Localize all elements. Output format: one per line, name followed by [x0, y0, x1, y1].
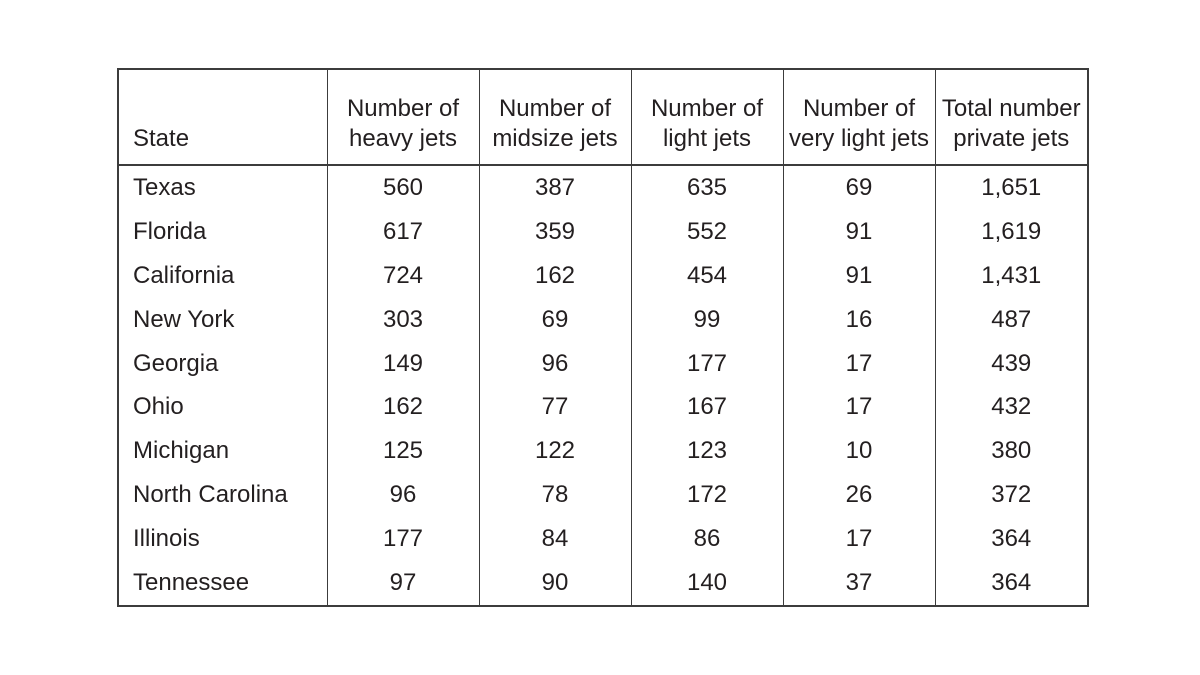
table-row: Ohio 162 77 167 17 432 [118, 385, 1088, 430]
header-row: State Number of heavy jets Number of midsize… [118, 69, 1088, 166]
table-row: Florida 617 359 552 91 1,619 [118, 210, 1088, 255]
total-cell: 439 [934, 341, 1088, 386]
table-body: Texas 560 387 635 69 1,651 Florida 617 359 552 91 1… [118, 165, 1088, 606]
state-cell: California [133, 262, 235, 290]
midsize-cell: 77 [478, 385, 631, 430]
table-row: Illinois 177 84 86 17 364 [118, 516, 1088, 561]
private-jets-table-figure: State Number of heavy jets Number of midsize… [117, 68, 1089, 607]
table-header: State Number of heavy jets Number of midsize… [118, 69, 1088, 166]
light-cell: 177 [630, 341, 783, 386]
light-cell: 172 [630, 473, 783, 517]
midsize-cell: 69 [478, 297, 631, 342]
table-row: North Carolina 96 78 172 26 372 [118, 473, 1088, 517]
total-cell: 1,431 [934, 254, 1088, 298]
light-cell: 635 [630, 165, 783, 211]
state-cell: New York [133, 305, 235, 333]
midsize-cell: 359 [478, 210, 631, 255]
heavy-cell: 724 [326, 254, 479, 298]
state-cell: Texas [133, 174, 196, 202]
state-cell: Florida [133, 218, 207, 246]
midsize-cell: 387 [478, 165, 631, 211]
heavy-cell: 96 [326, 473, 479, 517]
very_light-cell: 16 [782, 297, 935, 342]
total-cell: 1,619 [934, 210, 1088, 255]
column-header-total: Total number private jets [934, 69, 1088, 166]
heavy-cell: 303 [326, 297, 479, 342]
heavy-cell: 162 [326, 385, 479, 430]
very_light-cell: 91 [782, 254, 935, 298]
total-cell: 432 [934, 385, 1088, 430]
very_light-cell: 91 [782, 210, 935, 255]
total-cell: 372 [934, 473, 1088, 517]
column-header-heavy: Number of heavy jets [326, 69, 479, 166]
very_light-cell: 17 [782, 385, 935, 430]
total-cell: 364 [934, 516, 1088, 561]
midsize-cell: 84 [478, 516, 631, 561]
private-jets-table: State Number of heavy jets Number of midsize… [117, 68, 1089, 607]
very_light-cell: 17 [782, 516, 935, 561]
column-header-light: Number of light jets [630, 69, 783, 166]
column-header-midsize: Number of midsize jets [478, 69, 631, 166]
heavy-cell: 149 [326, 341, 479, 386]
column-header-state: State [118, 69, 327, 166]
state-cell: Ohio [133, 393, 184, 421]
light-cell: 86 [630, 516, 783, 561]
midsize-cell: 122 [478, 429, 631, 474]
table-row: New York 303 69 99 16 487 [118, 297, 1088, 342]
state-cell: Illinois [133, 524, 200, 552]
table-row: Michigan 125 122 123 10 380 [118, 429, 1088, 474]
heavy-cell: 97 [326, 560, 479, 606]
total-cell: 380 [934, 429, 1088, 474]
state-cell: Michigan [133, 437, 230, 465]
light-cell: 454 [630, 254, 783, 298]
light-cell: 552 [630, 210, 783, 255]
very_light-cell: 26 [782, 473, 935, 517]
heavy-cell: 560 [326, 165, 479, 211]
total-cell: 487 [934, 297, 1088, 342]
midsize-cell: 78 [478, 473, 631, 517]
table-row: Texas 560 387 635 69 1,651 [118, 165, 1088, 211]
heavy-cell: 617 [326, 210, 479, 255]
table-row: Tennessee 97 90 140 37 364 [118, 560, 1088, 606]
very_light-cell: 37 [782, 560, 935, 606]
light-cell: 99 [630, 297, 783, 342]
state-cell: Georgia [133, 349, 219, 377]
very_light-cell: 10 [782, 429, 935, 474]
column-header-very_light: Number of very light jets [782, 69, 935, 166]
light-cell: 140 [630, 560, 783, 606]
heavy-cell: 125 [326, 429, 479, 474]
very_light-cell: 17 [782, 341, 935, 386]
table-row: Georgia 149 96 177 17 439 [118, 341, 1088, 386]
total-cell: 1,651 [934, 165, 1088, 211]
midsize-cell: 90 [478, 560, 631, 606]
light-cell: 123 [630, 429, 783, 474]
state-cell: North Carolina [133, 480, 288, 508]
light-cell: 167 [630, 385, 783, 430]
total-cell: 364 [934, 560, 1088, 606]
heavy-cell: 177 [326, 516, 479, 561]
midsize-cell: 162 [478, 254, 631, 298]
very_light-cell: 69 [782, 165, 935, 211]
midsize-cell: 96 [478, 341, 631, 386]
state-cell: Tennessee [133, 568, 250, 596]
table-row: California 724 162 454 91 1,431 [118, 254, 1088, 298]
